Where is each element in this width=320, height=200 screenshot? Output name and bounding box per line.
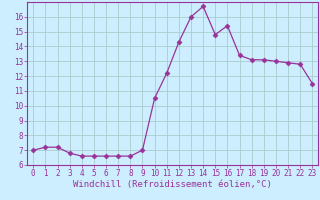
X-axis label: Windchill (Refroidissement éolien,°C): Windchill (Refroidissement éolien,°C)	[73, 180, 272, 189]
